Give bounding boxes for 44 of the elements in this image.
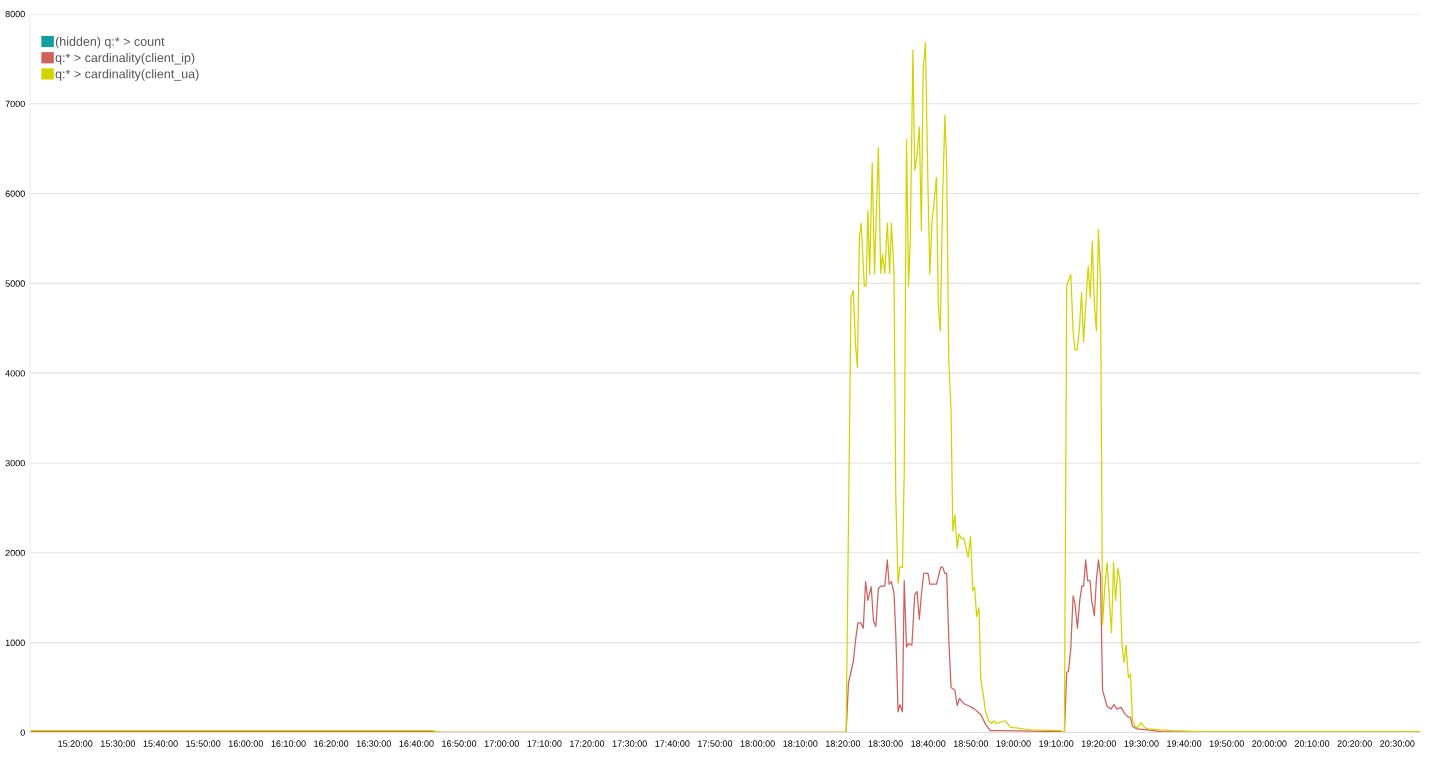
- x-tick-label: 20:00:00: [1252, 740, 1287, 747]
- y-tick-label: 6000: [5, 190, 25, 197]
- legend-label: q:* > cardinality(client_ip): [55, 52, 195, 65]
- x-tick-label: 20:10:00: [1294, 740, 1330, 747]
- x-tick-label: 19:40:00: [1167, 740, 1202, 747]
- x-tick-label: 18:50:00: [953, 740, 989, 747]
- x-tick-label: 20:30:00: [1380, 740, 1415, 747]
- x-tick-label: 19:00:00: [996, 740, 1031, 747]
- x-tick-label: 17:50:00: [698, 740, 733, 747]
- x-tick-label: 19:50:00: [1209, 740, 1244, 747]
- y-tick-label: 7000: [5, 100, 25, 108]
- x-tick-label: 18:20:00: [826, 740, 861, 747]
- y-tick-label: 2000: [5, 549, 25, 557]
- x-tick-label: 15:30:00: [100, 740, 136, 747]
- x-tick-label: 16:40:00: [399, 740, 434, 747]
- x-tick-label: 18:00:00: [740, 740, 775, 747]
- y-tick-label: 8000: [5, 10, 25, 18]
- x-tick-label: 17:10:00: [527, 740, 562, 747]
- x-tick-label: 16:30:00: [356, 740, 391, 747]
- y-tick-label: 3000: [5, 459, 25, 467]
- x-tick-label: 16:20:00: [314, 740, 349, 747]
- x-tick-label: 17:20:00: [570, 740, 605, 747]
- x-tick-label: 18:10:00: [783, 740, 818, 747]
- y-tick-label: 4000: [5, 370, 25, 377]
- x-tick-label: 16:00:00: [228, 740, 264, 747]
- x-tick-label: 16:10:00: [271, 740, 306, 747]
- x-tick-label: 15:50:00: [186, 740, 221, 747]
- x-tick-label: 20:20:00: [1337, 740, 1372, 747]
- x-tick-label: 18:40:00: [911, 740, 946, 747]
- x-tick-label: 17:30:00: [612, 740, 647, 747]
- legend-label: q:* > cardinality(client_ua): [55, 69, 199, 81]
- x-tick-label: 19:20:00: [1081, 740, 1116, 747]
- y-tick-label: 0: [20, 729, 25, 736]
- y-tick-label: 5000: [5, 280, 25, 287]
- x-tick-label: 19:10:00: [1039, 740, 1074, 747]
- y-tick-label: 1000: [5, 639, 25, 646]
- legend-label: (hidden) q:* > count: [55, 36, 165, 49]
- x-tick-label: 16:50:00: [442, 740, 477, 747]
- x-tick-label: 18:30:00: [868, 740, 903, 747]
- x-tick-label: 19:30:00: [1124, 740, 1159, 747]
- x-tick-label: 17:00:00: [484, 740, 519, 747]
- x-tick-label: 17:40:00: [655, 740, 690, 747]
- x-tick-label: 15:40:00: [143, 740, 178, 747]
- x-tick-label: 15:20:00: [58, 740, 93, 747]
